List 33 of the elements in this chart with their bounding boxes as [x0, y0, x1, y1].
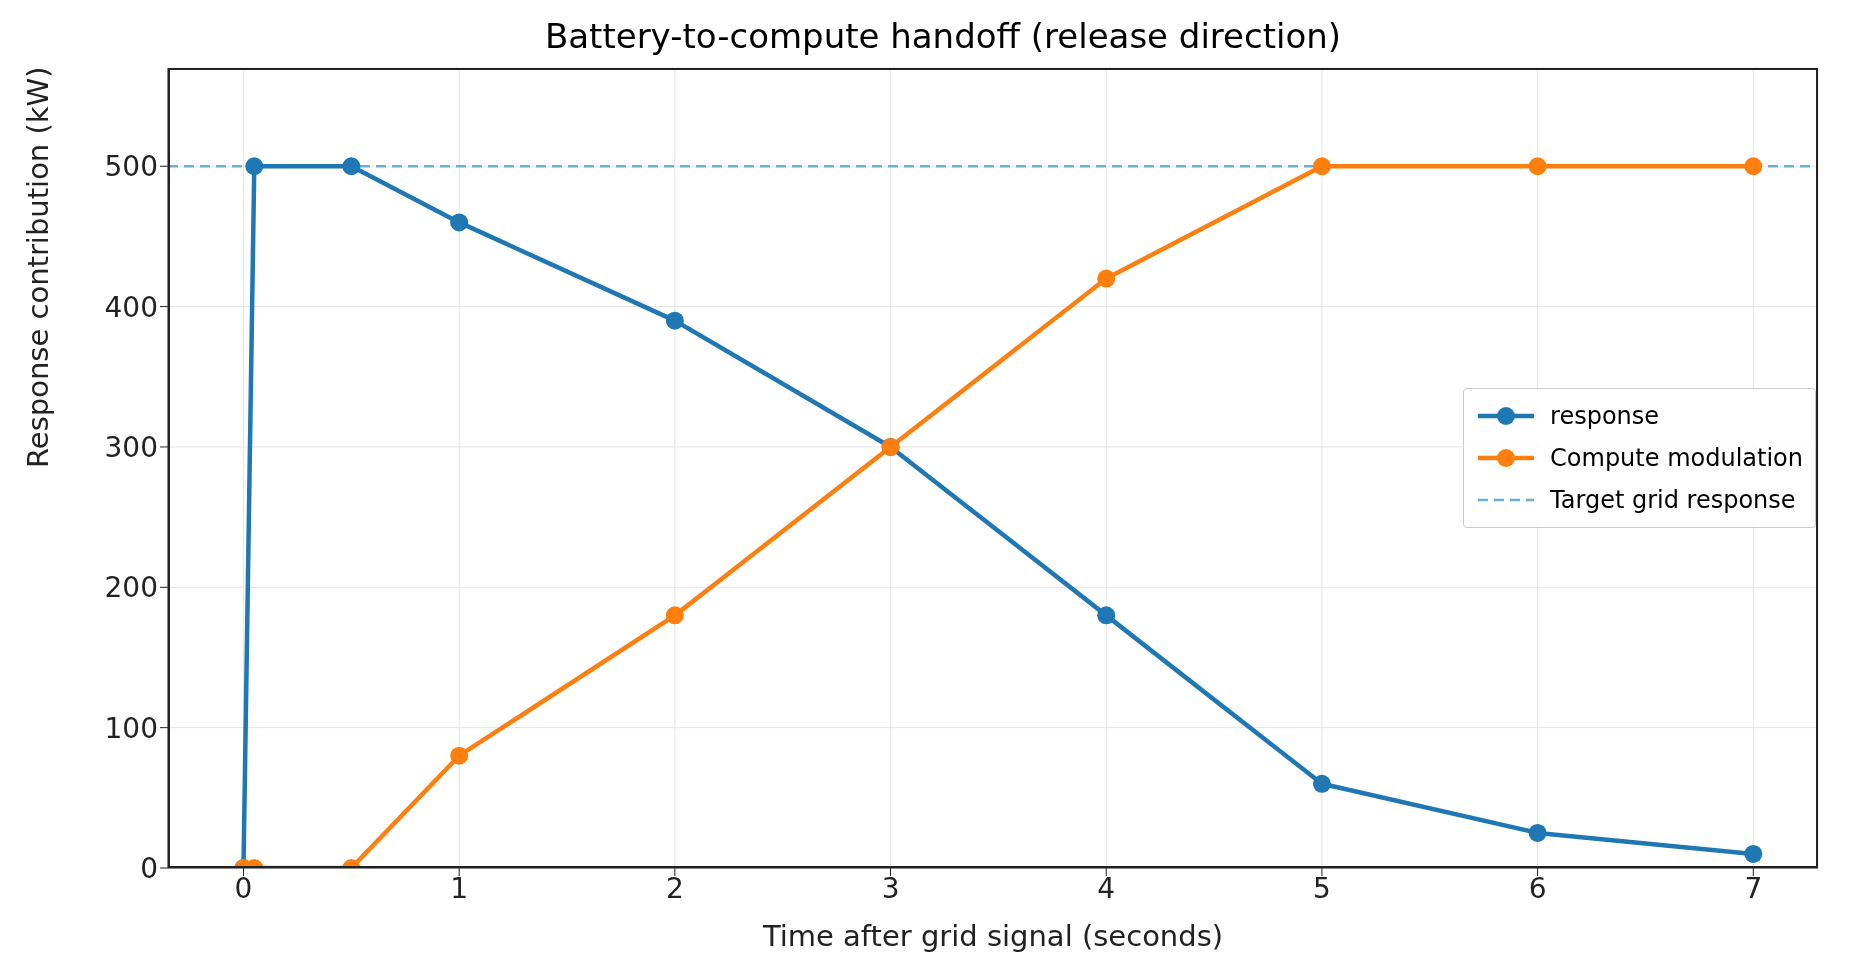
x-tick-label: 0: [234, 871, 253, 905]
point: [450, 746, 469, 765]
y-tick-label: 500: [104, 150, 158, 184]
x-tick-label: 4: [1097, 871, 1116, 905]
x-tick-label: 6: [1528, 871, 1547, 905]
y-tick-label: 300: [104, 430, 158, 464]
point: [450, 213, 469, 232]
x-tick-label: 2: [665, 871, 684, 905]
y-tick-label: 400: [104, 290, 158, 324]
chart-title: Battery-to-compute handoff (release direction): [543, 16, 1343, 56]
point: [1312, 157, 1331, 176]
y-tick-label: 100: [104, 711, 158, 745]
point: [1528, 823, 1547, 842]
point: [342, 157, 361, 176]
point: [665, 606, 684, 625]
x-tick-label: 3: [881, 871, 900, 905]
legend-label: response: [1550, 402, 1660, 430]
legend-label: Compute modulation: [1550, 444, 1803, 472]
point: [1312, 774, 1331, 793]
point: [1528, 157, 1547, 176]
x-tick-label: 5: [1313, 871, 1331, 905]
legend-label: Target grid response: [1550, 486, 1796, 514]
y-tick-label: 200: [104, 571, 158, 605]
x-tick-label: 1: [450, 871, 469, 905]
y-axis-title: Response contribution (kW): [21, 66, 56, 468]
point: [665, 311, 684, 330]
x-axis-title: Time after grid signal (seconds): [761, 919, 1224, 953]
x-tick-label: 7: [1744, 871, 1763, 905]
point: [245, 157, 264, 176]
point: [1097, 606, 1116, 625]
point: [1744, 844, 1763, 863]
point: [1097, 269, 1116, 288]
point: [1744, 157, 1763, 176]
